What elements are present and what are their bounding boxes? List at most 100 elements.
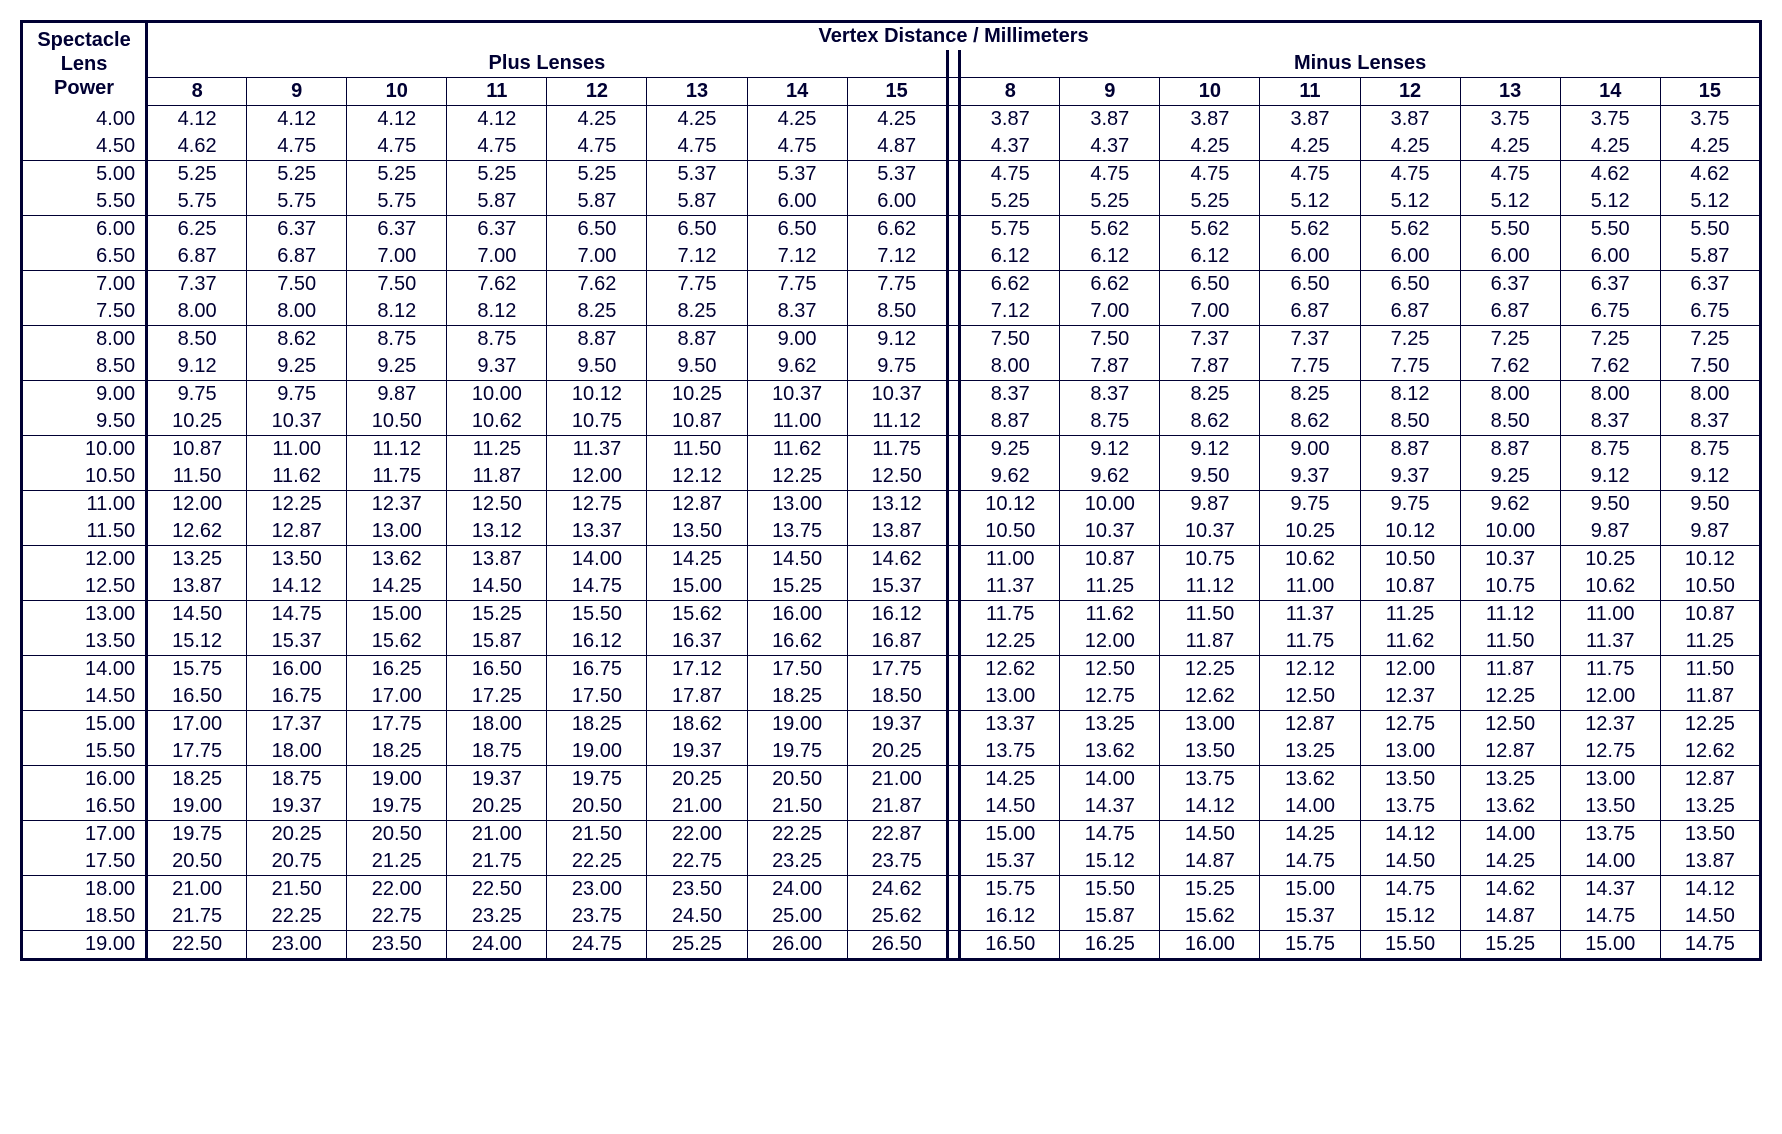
minus-cell: 13.50 <box>1660 821 1760 849</box>
gap-cell <box>947 903 960 931</box>
plus-cell: 7.62 <box>447 271 547 299</box>
power-cell: 17.00 <box>22 821 147 849</box>
plus-cell: 25.25 <box>647 931 747 960</box>
plus-cell: 18.50 <box>847 683 947 711</box>
plus-cell: 19.75 <box>547 766 647 794</box>
plus-cell: 15.25 <box>747 573 847 601</box>
minus-cell: 15.12 <box>1360 903 1460 931</box>
table-row: 12.0013.2513.5013.6213.8714.0014.2514.50… <box>22 546 1761 574</box>
power-cell: 6.00 <box>22 216 147 244</box>
minus-cell: 13.00 <box>960 683 1060 711</box>
minus-cell: 10.50 <box>1660 573 1760 601</box>
minus-cell: 5.12 <box>1360 188 1460 216</box>
minus-cell: 11.75 <box>1560 656 1660 684</box>
minus-cell: 8.87 <box>960 408 1060 436</box>
plus-cell: 19.00 <box>147 793 247 821</box>
plus-cell: 5.25 <box>547 161 647 189</box>
minus-cell: 10.50 <box>960 518 1060 546</box>
table-row: 15.0017.0017.3717.7518.0018.2518.6219.00… <box>22 711 1761 739</box>
table-row: 18.0021.0021.5022.0022.5023.0023.5024.00… <box>22 876 1761 904</box>
power-cell: 11.50 <box>22 518 147 546</box>
minus-cell: 14.75 <box>1660 931 1760 960</box>
plus-cell: 9.25 <box>347 353 447 381</box>
minus-cell: 9.12 <box>1560 463 1660 491</box>
minus-cell: 4.75 <box>960 161 1060 189</box>
minus-cell: 14.75 <box>1260 848 1360 876</box>
power-cell: 16.50 <box>22 793 147 821</box>
plus-cell: 11.37 <box>547 436 647 464</box>
minus-cell: 10.50 <box>1360 546 1460 574</box>
minus-cell: 4.25 <box>1160 133 1260 161</box>
minus-cell: 7.50 <box>960 326 1060 354</box>
minus-cell: 8.37 <box>1060 381 1160 409</box>
minus-cell: 5.12 <box>1260 188 1360 216</box>
minus-cell: 4.25 <box>1360 133 1460 161</box>
minus-cell: 6.12 <box>1160 243 1260 271</box>
plus-cell: 21.00 <box>447 821 547 849</box>
plus-cell: 9.75 <box>147 381 247 409</box>
plus-cell: 19.00 <box>747 711 847 739</box>
plus-cell: 17.12 <box>647 656 747 684</box>
minus-cell: 10.12 <box>1660 546 1760 574</box>
plus-cell: 14.25 <box>647 546 747 574</box>
plus-cell: 12.12 <box>647 463 747 491</box>
plus-cell: 8.25 <box>647 298 747 326</box>
plus-cell: 15.50 <box>547 601 647 629</box>
minus-cell: 5.12 <box>1560 188 1660 216</box>
gap-cell <box>947 491 960 519</box>
minus-cell: 10.87 <box>1660 601 1760 629</box>
minus-cell: 13.50 <box>1160 738 1260 766</box>
table-row: 16.0018.2518.7519.0019.3719.7520.2520.50… <box>22 766 1761 794</box>
power-cell: 4.00 <box>22 106 147 134</box>
plus-cell: 24.00 <box>747 876 847 904</box>
plus-cell: 19.75 <box>747 738 847 766</box>
minus-cell: 7.62 <box>1460 353 1560 381</box>
plus-cell: 22.25 <box>247 903 347 931</box>
plus-cell: 4.25 <box>647 106 747 134</box>
minus-cell: 4.37 <box>1060 133 1160 161</box>
minus-cell: 4.62 <box>1660 161 1760 189</box>
minus-cell: 15.75 <box>1260 931 1360 960</box>
plus-cell: 17.00 <box>147 711 247 739</box>
plus-cell: 15.12 <box>147 628 247 656</box>
minus-cell: 8.37 <box>1660 408 1760 436</box>
minus-cell: 14.50 <box>960 793 1060 821</box>
distance-header: 8 <box>960 78 1060 106</box>
minus-cell: 3.87 <box>1160 106 1260 134</box>
minus-cell: 14.25 <box>1260 821 1360 849</box>
minus-cell: 10.00 <box>1460 518 1560 546</box>
minus-cell: 3.87 <box>960 106 1060 134</box>
minus-cell: 12.62 <box>1160 683 1260 711</box>
plus-cell: 10.00 <box>447 381 547 409</box>
plus-cell: 22.75 <box>647 848 747 876</box>
plus-cell: 4.25 <box>547 106 647 134</box>
plus-cell: 20.50 <box>147 848 247 876</box>
distance-header: 14 <box>747 78 847 106</box>
plus-cell: 20.25 <box>447 793 547 821</box>
plus-cell: 7.12 <box>847 243 947 271</box>
minus-cell: 13.75 <box>960 738 1060 766</box>
minus-cell: 9.00 <box>1260 436 1360 464</box>
distance-header: 11 <box>1260 78 1360 106</box>
minus-cell: 14.00 <box>1060 766 1160 794</box>
plus-cell: 5.75 <box>147 188 247 216</box>
minus-cell: 3.87 <box>1360 106 1460 134</box>
plus-cell: 8.62 <box>247 326 347 354</box>
plus-cell: 21.75 <box>447 848 547 876</box>
minus-cell: 12.62 <box>960 656 1060 684</box>
gap-cell <box>947 408 960 436</box>
table-row: 8.509.129.259.259.379.509.509.629.758.00… <box>22 353 1761 381</box>
minus-cell: 13.75 <box>1360 793 1460 821</box>
gap-cell <box>947 463 960 491</box>
plus-cell: 12.00 <box>147 491 247 519</box>
minus-cell: 6.37 <box>1460 271 1560 299</box>
table-row: 6.006.256.376.376.376.506.506.506.625.75… <box>22 216 1761 244</box>
plus-cell: 13.75 <box>747 518 847 546</box>
minus-cell: 15.75 <box>960 876 1060 904</box>
power-cell: 16.00 <box>22 766 147 794</box>
plus-cell: 10.87 <box>647 408 747 436</box>
plus-cell: 22.00 <box>647 821 747 849</box>
minus-cell: 6.50 <box>1260 271 1360 299</box>
plus-cell: 7.00 <box>347 243 447 271</box>
plus-cell: 15.00 <box>647 573 747 601</box>
